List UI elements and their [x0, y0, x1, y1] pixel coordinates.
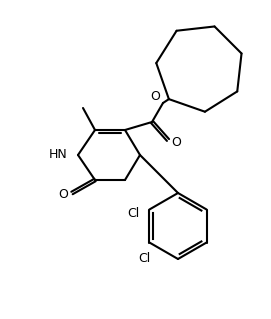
- Text: Cl: Cl: [138, 252, 151, 265]
- Text: O: O: [58, 189, 68, 202]
- Text: HN: HN: [49, 149, 67, 161]
- Text: O: O: [150, 90, 160, 102]
- Text: O: O: [171, 136, 181, 149]
- Text: Cl: Cl: [127, 207, 140, 220]
